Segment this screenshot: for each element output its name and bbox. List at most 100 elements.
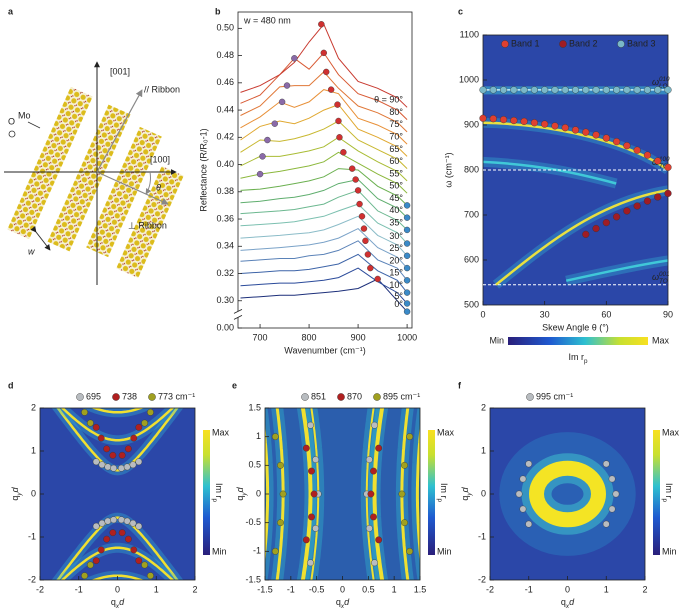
heatmap-ridge	[565, 259, 668, 282]
text-part: Im r	[664, 483, 674, 499]
data-point	[135, 557, 143, 565]
data-point	[602, 134, 610, 142]
text-part: q	[460, 496, 470, 501]
data-point	[147, 572, 154, 580]
peak-marker	[403, 289, 411, 296]
ribbon	[116, 165, 184, 279]
y-tick-label: 600	[464, 254, 479, 264]
pointer	[27, 121, 41, 129]
y-tick-label: 0.46	[216, 77, 234, 87]
data-point	[98, 461, 106, 469]
series-label: 60°	[389, 156, 403, 166]
data-point	[401, 461, 408, 469]
legend-swatch	[337, 393, 345, 401]
series-label: 40°	[389, 205, 403, 215]
peak-marker	[340, 149, 347, 156]
data-point	[117, 464, 125, 472]
colorbar	[508, 337, 648, 345]
ribbon-label: // Ribbon	[144, 84, 180, 94]
data-point	[98, 519, 106, 527]
data-point	[81, 572, 88, 580]
legend-label: 851	[311, 391, 326, 401]
series-label: 15°	[389, 268, 403, 278]
peak-marker	[403, 300, 411, 307]
data-point	[602, 219, 610, 227]
x-tick-label: 1	[604, 584, 609, 594]
panel-label: d	[8, 380, 14, 390]
colorbar-min: Min	[662, 546, 677, 556]
text-part: d	[344, 597, 350, 607]
text-part: TO	[659, 163, 668, 170]
angle-arc	[145, 171, 152, 195]
data-point	[571, 86, 580, 94]
heatmap-ridge	[90, 574, 145, 580]
plot-frame	[237, 11, 413, 329]
x-axis-label: qxd	[561, 597, 575, 610]
data-point	[654, 86, 662, 94]
legend-swatch	[559, 40, 567, 48]
x-tick-label: 0.5	[362, 584, 375, 594]
spectrum	[240, 89, 408, 145]
data-point	[129, 519, 137, 527]
axis-label: [001]	[110, 66, 130, 76]
y-tick-label: 0	[31, 488, 36, 498]
peak-marker	[403, 214, 411, 221]
text-part: ω	[652, 272, 659, 282]
colorbar-label: Im rp	[661, 483, 674, 503]
data-point	[592, 86, 600, 94]
spectrum	[240, 178, 408, 219]
x-axis-label: Wavenumber (cm⁻¹)	[284, 345, 365, 355]
text-part: 001	[659, 271, 670, 278]
series-label: 70°	[389, 131, 403, 141]
peak-marker	[403, 252, 411, 260]
spectrum	[240, 267, 408, 304]
y-tick-label: 0.48	[216, 50, 234, 60]
text-part: LO	[659, 83, 668, 90]
data-point	[92, 557, 100, 565]
colorbar-max: Max	[662, 427, 680, 437]
y-tick-label: -1.5	[245, 574, 261, 584]
data-point	[551, 86, 559, 94]
data-point	[530, 119, 538, 127]
y-tick-label: -2	[28, 574, 36, 584]
data-point	[592, 131, 600, 139]
y-tick-label: 0.36	[216, 213, 234, 223]
data-point	[519, 505, 527, 513]
heatmap-ridge	[90, 408, 145, 414]
series-label: 25°	[389, 243, 403, 253]
heatmap-ridge	[483, 121, 668, 172]
data-point	[643, 197, 652, 205]
colorbar-min: Min	[212, 546, 227, 556]
data-point	[135, 423, 143, 431]
spectrum	[240, 253, 408, 293]
heatmap-ridge	[60, 546, 175, 580]
data-point	[530, 86, 538, 94]
heatmap-ridge	[495, 189, 668, 286]
x-tick-label: 2	[192, 584, 197, 594]
x-tick-label: 1	[154, 584, 159, 594]
heatmap-ridge	[56, 408, 179, 472]
heatmap-ridge	[415, 424, 420, 564]
data-point	[520, 86, 528, 94]
x-axis-label: qxd	[336, 597, 350, 610]
data-point	[602, 520, 610, 528]
data-point	[582, 86, 590, 94]
data-point	[279, 490, 287, 498]
text-part: x	[115, 603, 120, 610]
data-point	[664, 189, 672, 198]
data-point	[117, 516, 125, 524]
legend-label: Band 1	[511, 38, 540, 48]
text-part: d	[235, 486, 245, 492]
series-label: 0°	[394, 299, 403, 309]
x-tick-label: 2	[642, 584, 647, 594]
data-point	[110, 464, 118, 472]
panel: c 0 30 60 90 500 600 700 800 900 1000 1100 Skew Angl…	[443, 6, 673, 365]
x-tick-label: -2	[36, 584, 44, 594]
data-point	[633, 202, 641, 210]
y-tick-label: 800	[464, 164, 479, 174]
y-tick-label: 0.32	[216, 268, 234, 278]
data-point	[571, 126, 580, 134]
x-tick-label: 1.5	[414, 584, 427, 594]
width-label: w	[28, 246, 35, 256]
